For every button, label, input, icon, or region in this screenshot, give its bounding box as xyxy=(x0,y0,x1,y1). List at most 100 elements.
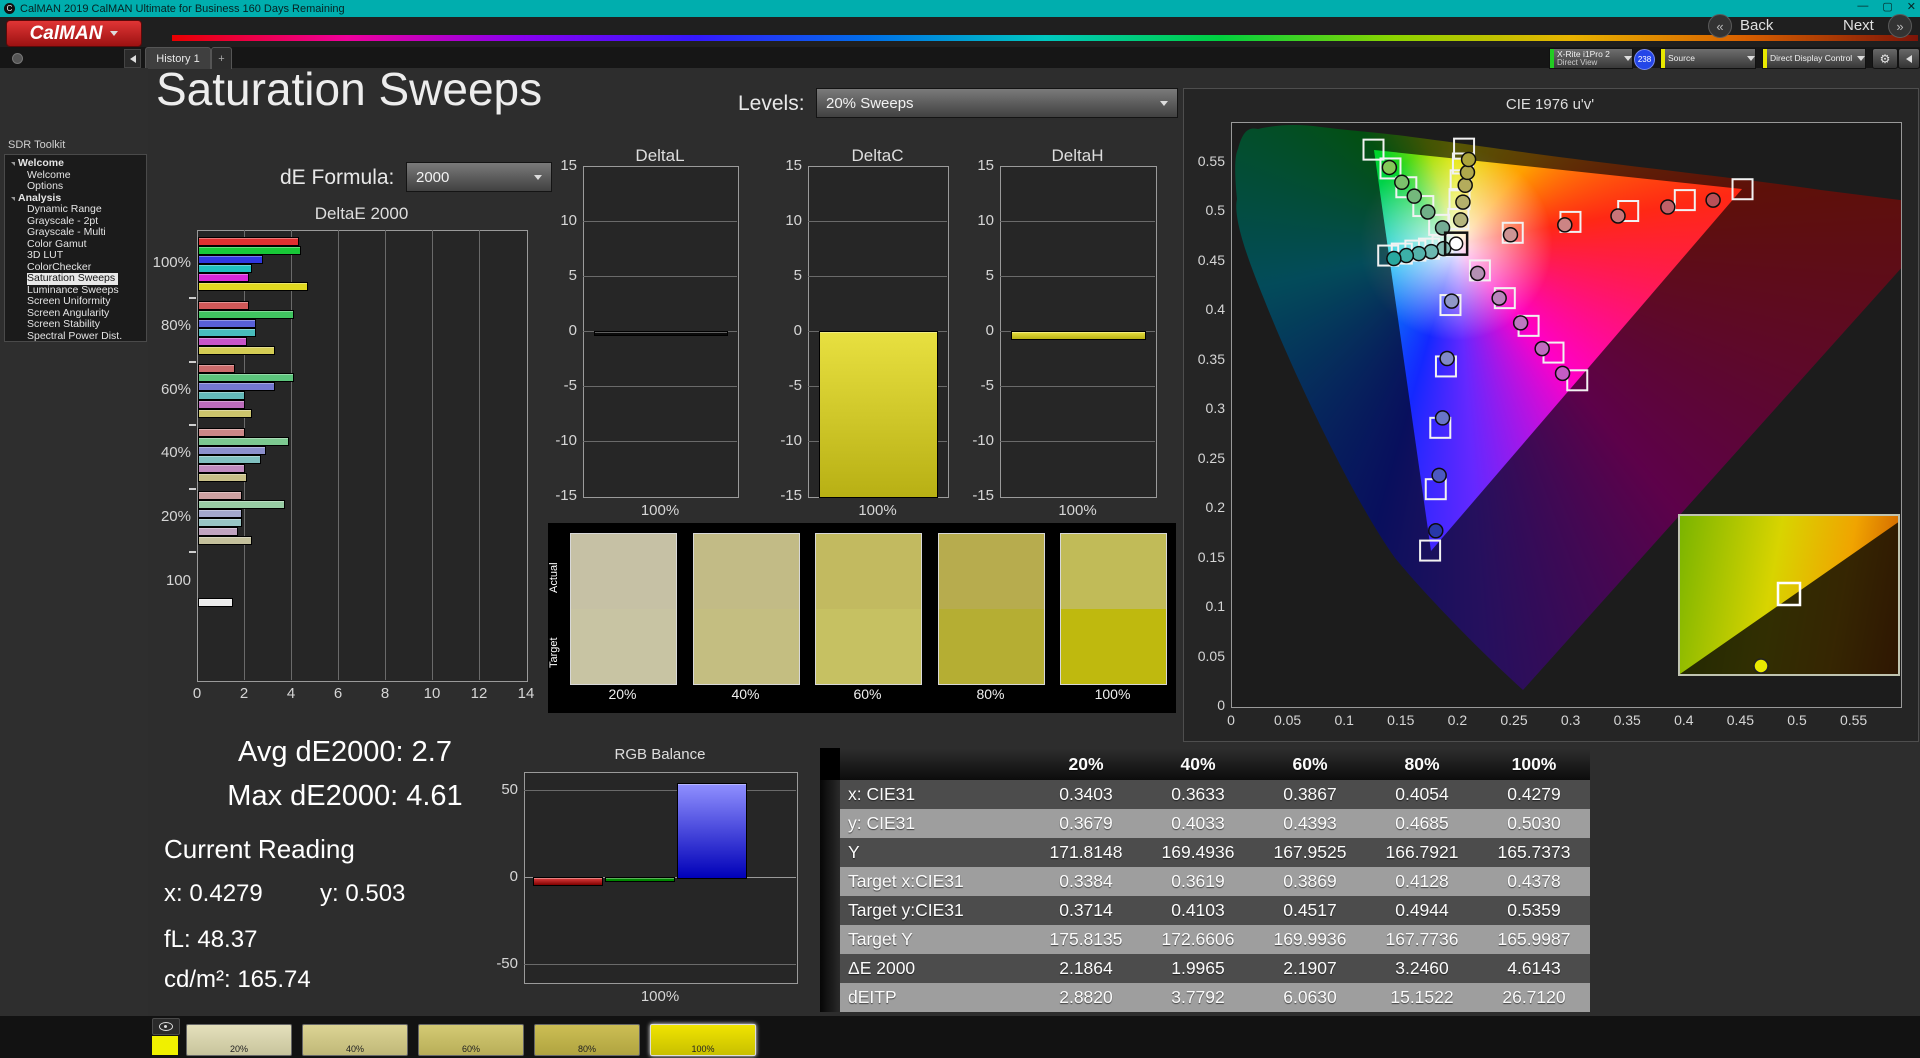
target-square-blue xyxy=(1419,539,1442,562)
meter-count-badge[interactable]: 238 xyxy=(1634,49,1655,70)
sweep-button-60%[interactable]: 60% xyxy=(418,1024,524,1056)
measurement-table: 20% 40% 60% 80% 100% x: CIE31 0.3403 0.3633 0.38… xyxy=(820,748,1590,1012)
max-de2000: Max dE2000: 4.61 xyxy=(227,780,463,812)
gridline xyxy=(524,790,796,791)
sidebar-item-grayscale-2pt[interactable]: Grayscale - 2pt xyxy=(5,215,146,228)
swatch-actual-40% xyxy=(694,534,799,609)
table-row-label: Target x:CIE31 xyxy=(848,871,964,891)
cie-y-tick: 0.35 xyxy=(1197,350,1225,367)
device-dropdown-x-rite-i1pro-2[interactable]: X-Rite i1Pro 2 Direct View xyxy=(1549,48,1633,69)
measured-dot-blue xyxy=(1431,467,1447,484)
y-tick-label: 15 xyxy=(785,157,802,174)
y-tick-label: -10 xyxy=(780,432,802,449)
table-cell: 0.3633 xyxy=(1171,784,1225,804)
deltaL-bar xyxy=(594,331,728,337)
expander-icon xyxy=(11,162,15,166)
x-tick-label: 10 xyxy=(423,685,441,702)
deltaC-title: DeltaC xyxy=(851,146,904,165)
table-cell: 0.4128 xyxy=(1395,871,1449,891)
sidebar-item-spectral-power-dist-[interactable]: Spectral Power Dist. xyxy=(5,329,146,342)
tab-add-button[interactable]: + xyxy=(211,47,232,69)
minimize-button[interactable]: — xyxy=(1857,0,1869,12)
table-header-cell xyxy=(840,748,1030,780)
panel-collapse-button[interactable] xyxy=(1898,48,1920,69)
sweep-button-80%[interactable]: 80% xyxy=(534,1024,640,1056)
settings-button[interactable]: ⚙ xyxy=(1872,48,1898,69)
table-row[interactable]: Target y:CIE31 0.3714 0.4103 0.4517 0.4944 0.… xyxy=(820,896,1590,925)
target-square-red xyxy=(1731,178,1754,201)
sidebar-item-dynamic-range[interactable]: Dynamic Range xyxy=(5,203,146,216)
cie-locus-bright-clip xyxy=(1232,123,1901,707)
device-dropdown-direct-display-control[interactable]: Direct Display Control xyxy=(1762,48,1866,69)
target-row-label: Target xyxy=(548,637,560,669)
sweep-button-20%[interactable]: 20% xyxy=(186,1024,292,1056)
sidebar-item-options[interactable]: Options xyxy=(5,180,146,193)
sidebar-item-luminance-sweeps[interactable]: Luminance Sweeps xyxy=(5,284,146,297)
x-tick-label: 6 xyxy=(333,685,343,702)
measured-dot-red xyxy=(1610,208,1626,224)
back-arrow-button[interactable]: « xyxy=(1708,14,1732,38)
device-label: Source xyxy=(1665,54,1747,63)
table-cell: 0.4279 xyxy=(1507,784,1561,804)
page-title: Saturation Sweeps xyxy=(156,63,543,115)
swatch-panel: Actual Target 20% 40% 60% 80% 100% xyxy=(548,523,1176,713)
table-row[interactable]: ΔE 2000 2.1864 1.9965 2.1907 3.2460 4.6143 xyxy=(820,954,1590,983)
tab-history-1[interactable]: History 1 xyxy=(145,47,211,69)
chevron-down-icon xyxy=(1160,100,1168,106)
sidebar-item-screen-stability[interactable]: Screen Stability xyxy=(5,318,146,331)
sidebar-item-grayscale-multi[interactable]: Grayscale - Multi xyxy=(5,226,146,239)
chevron-down-icon xyxy=(1857,56,1865,61)
swatch-column-20% xyxy=(570,533,677,685)
sweep-button-40%[interactable]: 40% xyxy=(302,1024,408,1056)
swatch-label: 100% xyxy=(1094,686,1131,702)
inset-measured-dot xyxy=(1753,658,1769,674)
de-formula-dropdown[interactable]: 2000 xyxy=(406,162,552,192)
sidebar-item-label: Spectral Power Dist. xyxy=(27,329,123,342)
y-tick xyxy=(189,360,196,363)
sidebar-item-saturation-sweeps[interactable]: Saturation Sweeps xyxy=(5,272,146,285)
sidebar-collapse-button[interactable] xyxy=(124,49,141,68)
device-dropdown-source[interactable]: Source xyxy=(1660,48,1756,69)
sidebar-item-screen-uniformity[interactable]: Screen Uniformity xyxy=(5,295,146,308)
table-row[interactable]: Target Y 175.8135 172.6606 169.9936 167.7736… xyxy=(820,925,1590,954)
table-cell: 0.4944 xyxy=(1395,900,1449,920)
table-row[interactable]: x: CIE31 0.3403 0.3633 0.3867 0.4054 0.4279 xyxy=(820,780,1590,809)
sidebar-item-colorchecker[interactable]: ColorChecker xyxy=(5,261,146,274)
back-button[interactable]: Back xyxy=(1740,17,1774,34)
badge-count: 238 xyxy=(1637,55,1652,64)
deltae-bar-white xyxy=(198,598,233,607)
table-row[interactable]: y: CIE31 0.3679 0.4033 0.4393 0.4685 0.5030 xyxy=(820,809,1590,838)
de-formula-value: 2000 xyxy=(416,168,450,186)
tree-group-analysis[interactable]: Analysis xyxy=(5,192,146,205)
sidebar-item-screen-angularity[interactable]: Screen Angularity xyxy=(5,307,146,320)
deltae-bar-blue-60% xyxy=(198,382,276,391)
deltae-bar-yellow-100% xyxy=(198,282,309,291)
table-row[interactable]: Target x:CIE31 0.3384 0.3619 0.3869 0.4128 0.… xyxy=(820,867,1590,896)
device-label: Direct Display Control xyxy=(1767,54,1857,63)
table-cell: 0.4378 xyxy=(1507,871,1561,891)
cie-y-tick: 0.15 xyxy=(1197,548,1225,565)
sweep-button-100%[interactable]: 100% xyxy=(650,1024,756,1056)
table-row-strip xyxy=(820,896,840,925)
sweep-button-label: 20% xyxy=(229,1044,248,1054)
y-tick-label: -5 xyxy=(980,377,994,394)
record-dot-icon[interactable] xyxy=(12,53,23,64)
table-cell: 167.9525 xyxy=(1273,842,1347,862)
close-button[interactable]: ✕ xyxy=(1906,1,1916,13)
active-color-swatch xyxy=(152,1036,178,1055)
sidebar-item-color-gamut[interactable]: Color Gamut xyxy=(5,238,146,251)
calman-logo-button[interactable]: CalMAN xyxy=(6,20,142,47)
sidebar-item-welcome[interactable]: Welcome xyxy=(5,169,146,182)
tree-group-welcome[interactable]: Welcome xyxy=(5,157,146,170)
next-arrow-button[interactable]: » xyxy=(1888,14,1912,38)
cie-y-tick: 0.45 xyxy=(1197,251,1225,268)
preview-button[interactable] xyxy=(152,1018,180,1035)
table-cell: 2.8820 xyxy=(1059,987,1113,1007)
deltae-bar-red-60% xyxy=(198,364,236,373)
maximize-button[interactable]: ▢ xyxy=(1882,1,1893,13)
levels-dropdown[interactable]: 20% Sweeps xyxy=(816,88,1178,118)
sidebar-item-3d-lut[interactable]: 3D LUT xyxy=(5,249,146,262)
table-row[interactable]: Y 171.8148 169.4936 167.9525 166.7921 165.737… xyxy=(820,838,1590,867)
next-button[interactable]: Next xyxy=(1843,17,1874,34)
table-row[interactable]: dEITP 2.8820 3.7792 6.0630 15.1522 26.7120 xyxy=(820,983,1590,1012)
